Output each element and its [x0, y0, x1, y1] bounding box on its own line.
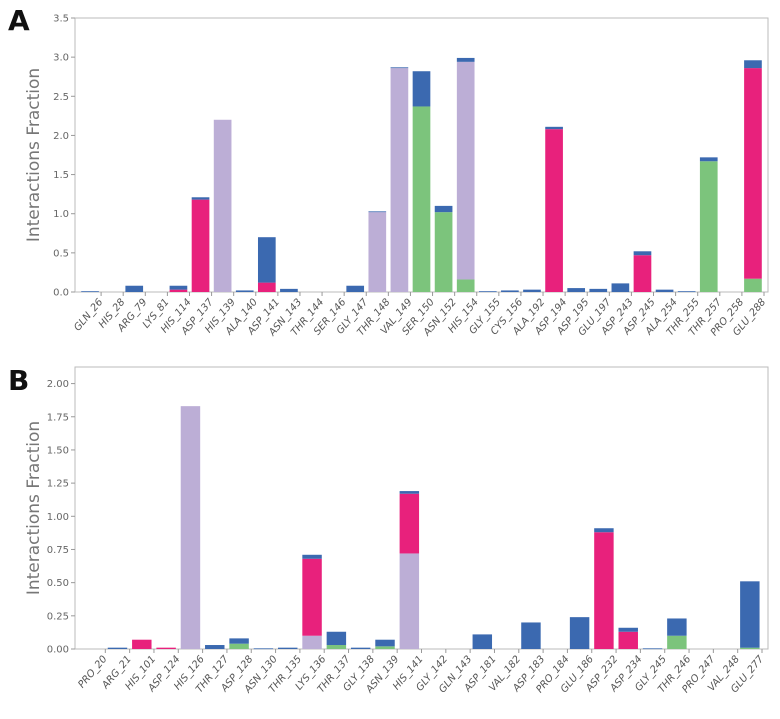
bar-water-bridges — [205, 645, 225, 649]
bar-water-bridges — [125, 285, 144, 292]
bar-water-bridges — [740, 581, 760, 648]
bar-water-bridges — [545, 126, 563, 130]
panel-a: A Interactions Fraction 0.0 0.5 1.0 1.5 2.0 2.5… — [8, 4, 769, 339]
bar-water-bridges — [412, 71, 431, 107]
y-tick-label: 2.0 — [53, 131, 69, 142]
bar-water-bridges — [229, 638, 249, 644]
bar-water-bridges — [368, 211, 387, 213]
bar-water-bridges — [478, 291, 497, 293]
y-tick-label: 3.5 — [53, 14, 69, 25]
bar-water-bridges — [375, 639, 395, 647]
bar-water-bridges — [390, 67, 409, 69]
bar-water-bridges — [278, 647, 298, 649]
bar-water-bridges — [523, 289, 541, 292]
bar-ionic — [169, 289, 188, 292]
bar-ionic — [302, 558, 322, 636]
bar-water-bridges — [611, 283, 630, 292]
bar-water-bridges — [235, 290, 254, 292]
bar-ionic — [191, 199, 210, 292]
y-tick-label: 0.25 — [47, 611, 69, 622]
bar-water-bridges — [677, 291, 696, 293]
y-tick-label: 0.5 — [53, 248, 69, 259]
bar-water-bridges — [169, 285, 188, 290]
bar-water-bridges — [326, 631, 347, 646]
bar-ionic — [594, 532, 614, 649]
bar-ionic — [618, 631, 638, 649]
bar-water-bridges — [302, 554, 322, 559]
bar-water-bridges — [667, 618, 687, 636]
y-tick-label: 1.25 — [47, 479, 69, 490]
bar-hbonds — [434, 212, 453, 292]
bar-hbonds — [412, 106, 431, 292]
bar-hydrophobic — [390, 68, 409, 292]
bar-water-bridges — [633, 251, 652, 256]
panel-b: B Interactions Fraction 0.00 0.25 0.50 0.75 1.… — [8, 364, 769, 696]
bar-water-bridges — [257, 237, 276, 283]
bar-hbonds — [229, 643, 249, 649]
bar-water-bridges — [501, 290, 519, 292]
y-tick-label: 0.75 — [47, 545, 69, 556]
bar-water-bridges — [81, 291, 99, 293]
bar-ionic — [156, 647, 176, 649]
bar-water-bridges — [346, 285, 365, 292]
bar-hydrophobic — [180, 406, 201, 649]
y-tick-label: 2.00 — [47, 379, 69, 390]
y-axis-label: Interactions Fraction — [24, 421, 44, 595]
bar-hydrophobic — [368, 212, 387, 292]
y-tick-label: 0.0 — [53, 288, 69, 299]
bar-hbonds — [744, 278, 762, 292]
bar-water-bridges — [399, 491, 420, 494]
bar-water-bridges — [642, 648, 663, 650]
y-tick-label: 1.00 — [47, 512, 69, 523]
bar-water-bridges — [569, 617, 590, 649]
bar-hydrophobic — [456, 61, 475, 280]
y-tick-label: 1.5 — [53, 170, 69, 181]
plot-frame — [74, 366, 769, 650]
bar-water-bridges — [521, 622, 541, 649]
bar-water-bridges — [280, 288, 298, 292]
bar-water-bridges — [191, 197, 210, 200]
panel-label: B — [8, 364, 29, 397]
bar-water-bridges — [472, 634, 493, 649]
bar-ionic — [633, 255, 652, 292]
y-tick-label: 0.50 — [47, 578, 69, 589]
bar-hbonds — [456, 279, 475, 292]
bar-water-bridges — [655, 289, 674, 292]
y-tick-label: 1.50 — [47, 445, 69, 456]
bar-water-bridges — [434, 205, 453, 213]
bar-hydrophobic — [302, 635, 322, 649]
y-tick-label: 2.5 — [53, 92, 69, 103]
bar-water-bridges — [594, 528, 614, 533]
bar-water-bridges — [107, 647, 128, 649]
bar-water-bridges — [699, 157, 718, 162]
bar-water-bridges — [456, 57, 475, 62]
y-tick-label: 1.0 — [53, 209, 69, 220]
y-tick-label: 3.0 — [53, 53, 69, 64]
bar-ionic — [132, 639, 152, 649]
bar-water-bridges — [589, 288, 608, 292]
bar-water-bridges — [618, 627, 638, 632]
bar-water-bridges — [350, 647, 371, 649]
bar-hbonds — [740, 647, 760, 649]
y-tick-label: 0.00 — [47, 645, 69, 656]
bar-hbonds — [375, 646, 395, 649]
panel-label: A — [8, 4, 30, 37]
bar-hbonds — [667, 635, 687, 649]
bar-water-bridges — [253, 648, 274, 650]
bar-water-bridges — [567, 288, 586, 292]
y-tick-label: 1.75 — [47, 412, 69, 423]
bar-ionic — [399, 493, 420, 554]
bar-hydrophobic — [399, 553, 420, 649]
bar-hbonds — [699, 161, 718, 292]
y-axis-label: Interactions Fraction — [24, 68, 44, 242]
bar-ionic — [545, 129, 563, 292]
bar-water-bridges — [744, 60, 762, 69]
bar-ionic — [744, 68, 762, 279]
x-tick-label: GLN_26 — [72, 297, 105, 334]
bar-hbonds — [326, 645, 347, 649]
bar-hydrophobic — [213, 119, 232, 293]
bar-ionic — [257, 282, 276, 292]
